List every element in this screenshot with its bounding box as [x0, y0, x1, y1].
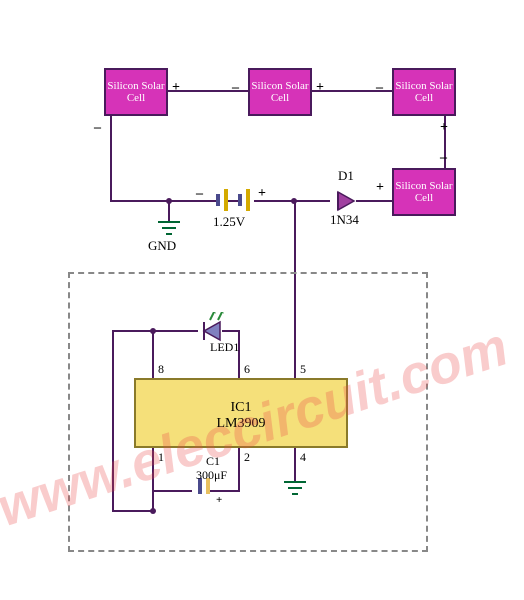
wire [208, 490, 240, 492]
battery-plate [246, 189, 250, 211]
plus-sign: + [440, 120, 448, 136]
minus-sign: – [376, 80, 383, 96]
ic-part: LM3909 [136, 416, 346, 432]
pin-5: 5 [300, 362, 306, 377]
diode-type: 1N34 [330, 212, 359, 228]
minus-sign: – [196, 186, 203, 202]
ic-name: IC1 [136, 400, 346, 416]
wire [294, 448, 296, 464]
solar-cell-3: Silicon Solar Cell [392, 68, 456, 116]
plus-sign: + [172, 80, 180, 96]
wire [238, 464, 240, 492]
cap-name: C1 [206, 454, 220, 469]
solar-cell-1: Silicon Solar Cell [104, 68, 168, 116]
wire [152, 448, 154, 464]
wire [152, 362, 154, 378]
wire [294, 362, 296, 378]
node [150, 508, 156, 514]
wire [238, 362, 240, 378]
plus-sign: + [376, 180, 384, 196]
led-label: LED1 [210, 340, 239, 355]
cap-plus: + [216, 494, 222, 506]
wire [152, 330, 154, 362]
wire [356, 200, 392, 202]
ground-icon [282, 480, 308, 498]
wire [238, 448, 240, 464]
diode-icon [330, 190, 360, 212]
battery-plate [238, 194, 242, 206]
pin-4: 4 [300, 450, 306, 465]
wire [228, 200, 238, 202]
battery-label: 1.25V [213, 214, 245, 230]
minus-sign: – [440, 150, 447, 166]
plus-sign: + [316, 80, 324, 96]
solar-cell-label: Silicon Solar Cell [394, 80, 454, 104]
wire [152, 464, 154, 512]
minus-sign: – [232, 80, 239, 96]
solar-cell-2: Silicon Solar Cell [248, 68, 312, 116]
wire [152, 330, 198, 332]
ground-icon [156, 220, 182, 238]
node [166, 198, 172, 204]
plus-sign: + [258, 186, 266, 202]
pin-2: 2 [244, 450, 250, 465]
pin-8: 8 [158, 362, 164, 377]
wire [112, 330, 154, 332]
solar-cell-label: Silicon Solar Cell [394, 180, 454, 204]
gnd-label: GND [148, 238, 176, 254]
pin-1: 1 [158, 450, 164, 465]
battery-plate [216, 194, 220, 206]
solar-cell-4: Silicon Solar Cell [392, 168, 456, 216]
wire [152, 490, 192, 492]
diode-name: D1 [338, 168, 354, 184]
wire [112, 510, 154, 512]
minus-sign: – [94, 120, 101, 136]
cap-value: 300μF [196, 468, 227, 483]
solar-cell-label: Silicon Solar Cell [250, 80, 310, 104]
pin-6: 6 [244, 362, 250, 377]
solar-cell-label: Silicon Solar Cell [106, 80, 166, 104]
ic-chip: IC1 LM3909 [134, 378, 348, 448]
wire [112, 330, 114, 510]
wire [110, 116, 112, 202]
